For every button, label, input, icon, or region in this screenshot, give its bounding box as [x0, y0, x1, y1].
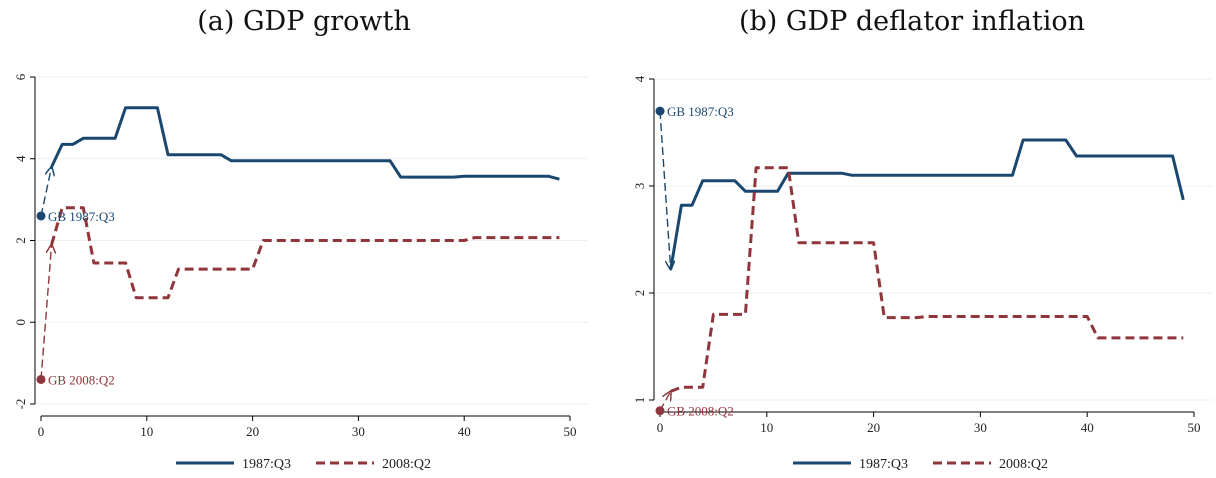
- annotation-arrow: [659, 111, 671, 269]
- chart-title: (b) GDP deflator inflation: [738, 6, 1086, 37]
- x-tick-label: 0: [657, 420, 664, 435]
- annotation-arrow: [40, 167, 52, 217]
- y-tick-label: 0: [13, 319, 28, 326]
- x-tick-label: 10: [760, 420, 773, 435]
- chart-gdp-growth: -2 0 2 4 6 0 10 20 30 40 50 GB 1987:Q3 GB 2008:Q2 198…: [13, 73, 588, 472]
- annotation-label: GB 1987:Q3: [667, 104, 734, 119]
- annotation-label: GB 1987:Q3: [48, 209, 115, 224]
- y-tick-label: 3: [632, 183, 647, 190]
- legend-label: 2008:Q2: [382, 457, 431, 472]
- x-tick-label: 30: [974, 420, 987, 435]
- x-tick-label: 20: [246, 424, 259, 439]
- x-tick-label: 10: [140, 424, 153, 439]
- annotation-marker: [655, 406, 665, 416]
- x-tick-label: 30: [352, 424, 365, 439]
- y-tick-label: 2: [632, 290, 647, 297]
- y-tick-label: 6: [13, 73, 28, 80]
- legend-label: 1987:Q3: [859, 457, 908, 472]
- panel-gdp-growth: (a) GDP growth -2 0 2 4 6 0 10 20 30 40 50 GB 1987:…: [13, 6, 588, 472]
- chart-title: (a) GDP growth: [197, 6, 411, 37]
- series-line-2008-q2: [670, 166, 1184, 393]
- x-tick-label: 40: [458, 424, 471, 439]
- annotation-marker: [36, 211, 46, 221]
- series-line-1987-q3: [669, 138, 1185, 270]
- x-tick-label: 50: [1188, 420, 1201, 435]
- annotation-marker: [36, 374, 46, 384]
- y-tick-label: 4: [632, 75, 647, 82]
- x-tick-label: 40: [1081, 420, 1094, 435]
- annotation-arrow: [40, 245, 52, 380]
- x-tick-label: 20: [867, 420, 880, 435]
- series-line-1987-q3: [50, 106, 560, 181]
- y-tick-label: 2: [13, 237, 28, 244]
- annotation-label: GB 2008:Q2: [667, 404, 734, 419]
- y-tick-label: 1: [632, 397, 647, 404]
- annotation-label: GB 2008:Q2: [48, 372, 115, 387]
- y-tick-label: 4: [13, 155, 28, 162]
- series-line-2008-q2: [50, 206, 560, 300]
- legend-label: 2008:Q2: [999, 457, 1048, 472]
- y-tick-label: -2: [13, 399, 28, 410]
- x-tick-label: 50: [564, 424, 577, 439]
- x-tick-label: 0: [38, 424, 45, 439]
- panel-gdp-deflator-inflation: (b) GDP deflator inflation 1 2 3 4 0 10 20 30 40…: [608, 0, 1216, 478]
- annotation-marker: [655, 106, 665, 116]
- legend-label: 1987:Q3: [242, 457, 291, 472]
